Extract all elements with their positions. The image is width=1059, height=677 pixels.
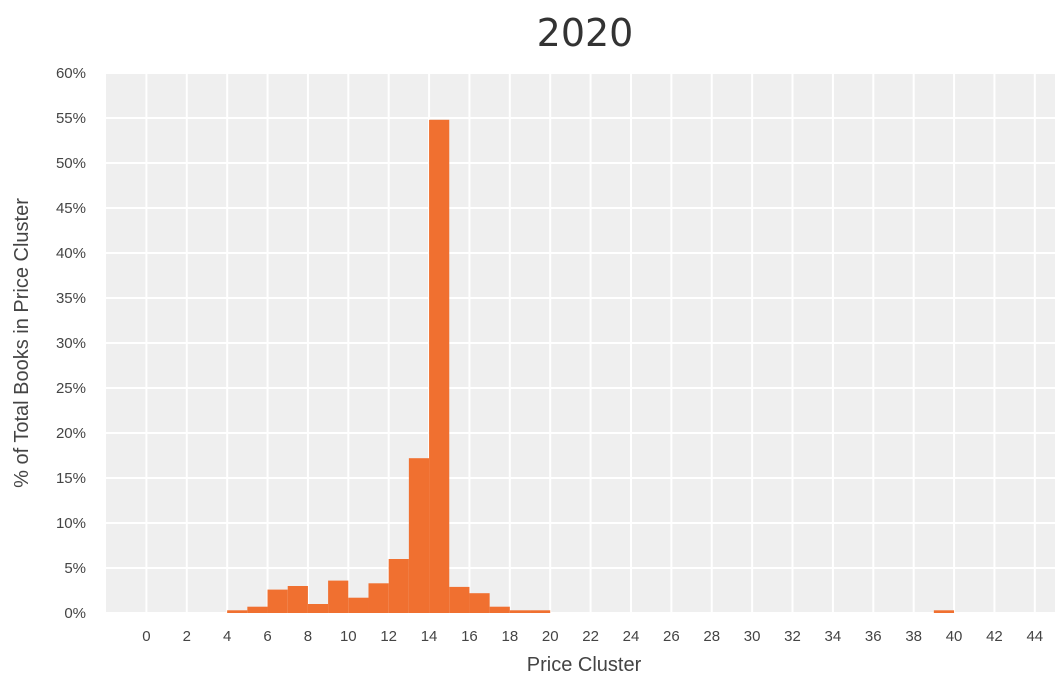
x-tick-label: 24 <box>623 628 640 645</box>
x-tick-label: 6 <box>263 628 271 645</box>
y-tick-label: 40% <box>56 245 86 262</box>
x-tick-label: 38 <box>905 628 922 645</box>
histogram-bar <box>287 586 308 613</box>
x-tick-label: 42 <box>986 628 1003 645</box>
y-tick-label: 10% <box>56 515 86 532</box>
x-tick-label: 12 <box>380 628 397 645</box>
bars-group <box>227 119 955 614</box>
y-tick-label: 60% <box>56 65 86 82</box>
x-tick-label: 44 <box>1026 628 1043 645</box>
x-tick-label: 40 <box>946 628 963 645</box>
histogram-bar <box>328 580 349 613</box>
x-tick-label: 0 <box>142 628 150 645</box>
histogram-bar <box>388 559 409 613</box>
x-tick-label: 20 <box>542 628 559 645</box>
x-tick-label: 34 <box>825 628 842 645</box>
histogram-bar <box>449 586 470 613</box>
x-tick-label: 18 <box>501 628 518 645</box>
histogram-bar <box>469 593 490 613</box>
histogram-bar <box>429 119 450 614</box>
histogram-bar <box>348 597 369 613</box>
x-tick-label: 30 <box>744 628 761 645</box>
y-tick-label: 15% <box>56 470 86 487</box>
x-tick-label: 36 <box>865 628 882 645</box>
histogram-bar <box>368 583 389 613</box>
histogram-bar <box>489 606 510 613</box>
x-tick-label: 8 <box>304 628 312 645</box>
x-axis-label: Price Cluster <box>527 654 642 676</box>
x-tick-label: 2 <box>183 628 191 645</box>
y-tick-label: 0% <box>64 605 86 622</box>
histogram-bar <box>247 606 268 613</box>
y-tick-label: 20% <box>56 425 86 442</box>
x-tick-label: 32 <box>784 628 801 645</box>
x-tick-label: 10 <box>340 628 357 645</box>
x-tick-label: 4 <box>223 628 231 645</box>
histogram-bar <box>408 458 430 613</box>
grid-lines <box>106 72 1055 614</box>
histogram-bar <box>530 610 551 613</box>
y-tick-labels: 0% 5% 10% 15% 20% 25% 30% 35% 40% 45% 50% 55% 60% <box>56 65 86 622</box>
y-tick-label: 25% <box>56 380 86 397</box>
histogram-bar <box>509 610 531 613</box>
chart-title: 2020 <box>537 11 634 55</box>
y-tick-label: 45% <box>56 200 86 217</box>
x-tick-label: 14 <box>421 628 438 645</box>
x-tick-label: 22 <box>582 628 599 645</box>
x-tick-label: 16 <box>461 628 478 645</box>
y-tick-label: 5% <box>64 560 86 577</box>
histogram-bar <box>933 610 955 613</box>
y-tick-label: 30% <box>56 335 86 352</box>
y-tick-label: 35% <box>56 290 86 307</box>
histogram-bar <box>307 604 329 613</box>
y-axis-label: % of Total Books in Price Cluster <box>11 198 33 488</box>
histogram-bar <box>267 589 288 613</box>
x-tick-label: 26 <box>663 628 680 645</box>
x-tick-labels: 0 2 4 6 8 10 12 14 16 18 20 22 24 26 28 30 32 34 36 38 40 42 4… <box>142 628 1043 645</box>
x-tick-label: 28 <box>703 628 720 645</box>
histogram-bar <box>227 610 248 613</box>
y-tick-label: 50% <box>56 155 86 172</box>
y-tick-label: 55% <box>56 110 86 127</box>
